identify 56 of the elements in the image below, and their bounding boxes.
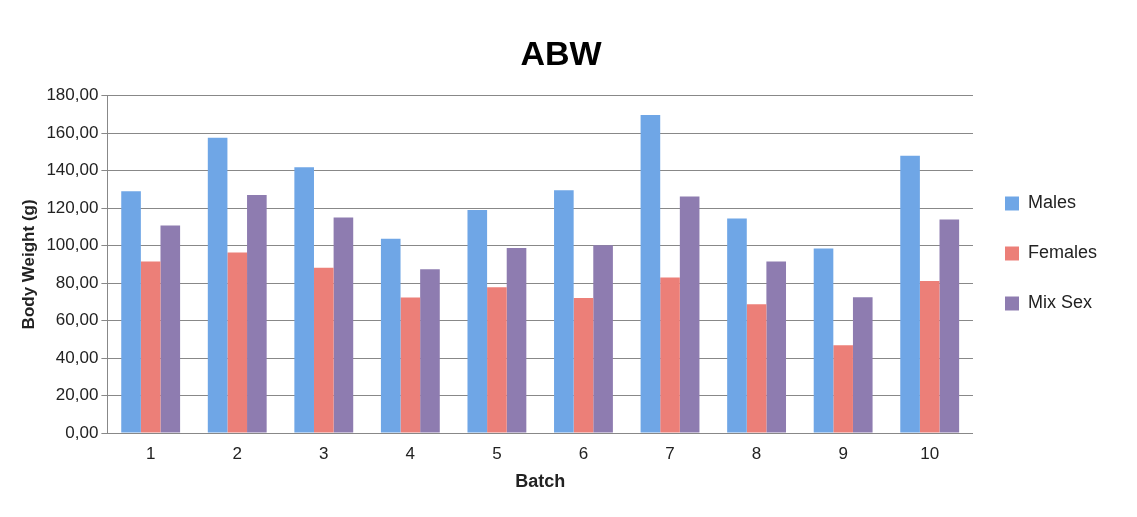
bar [852,297,873,433]
bar [420,269,440,433]
bar [313,267,334,433]
bar [506,247,527,433]
x-tick-label: 3 [319,443,329,463]
y-tick-label: 60,00 [55,310,99,330]
y-tick-label: 40,00 [55,347,99,367]
legend-label: Mix Sex [1027,292,1092,313]
bar [766,261,787,433]
bar [813,248,834,433]
x-tick-label: 8 [751,443,762,463]
y-tick-label: 20,00 [55,385,99,405]
chart-title: ABW [520,33,603,72]
bar [573,298,594,433]
bar [160,225,181,433]
x-tick-label: 10 [920,443,940,463]
legend-label: Males [1027,192,1076,213]
x-tick-label: 4 [405,443,416,463]
bar [919,280,940,433]
bar [833,345,853,433]
x-tick-label: 6 [578,443,589,463]
bar [227,252,248,433]
x-tick-label: 1 [145,443,156,463]
bar [487,287,507,433]
x-tick-label: 2 [232,443,242,463]
x-tick-label: 7 [665,443,675,463]
bar [640,114,661,433]
x-tick-label: 9 [838,443,848,463]
y-tick-label: 80,00 [55,272,99,292]
bar [294,167,314,433]
x-axis-title: Batch [515,471,566,492]
bar [679,196,700,433]
bar [140,261,161,433]
y-tick-label: 120,00 [46,197,99,217]
bar [207,137,228,433]
bar [121,191,141,433]
bar [400,297,421,433]
bar [727,218,747,433]
legend-label: Females [1027,242,1098,263]
bar [333,217,354,433]
y-tick-label: 140,00 [46,160,99,180]
bar [593,245,613,433]
bar [746,304,767,433]
y-axis-title: Body Weight (g) [18,199,38,330]
y-tick-label: 160,00 [46,122,99,142]
bar [380,238,401,433]
bar [554,190,574,433]
x-tick-label: 5 [492,443,502,463]
bar [467,210,488,433]
bar [939,219,960,433]
bar [900,155,920,433]
bar [247,195,267,433]
y-tick-label: 180,00 [46,85,99,105]
y-tick-label: 0,00 [65,422,99,442]
bar [660,277,680,433]
y-tick-label: 100,00 [46,235,99,255]
